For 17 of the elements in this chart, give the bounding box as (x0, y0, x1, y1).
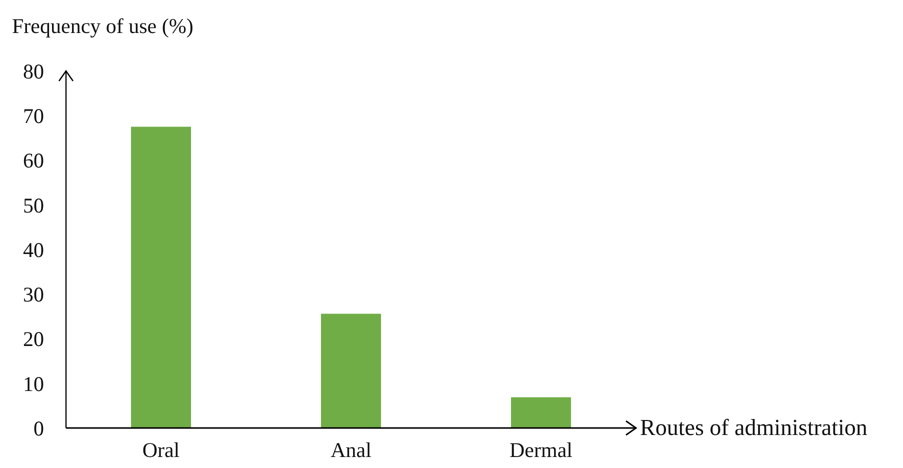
y-tick-label: 20 (23, 327, 44, 352)
y-axis-title: Frequency of use (%) (12, 14, 194, 38)
bar (321, 314, 381, 428)
y-tick-label: 60 (23, 148, 44, 173)
y-tick-label: 30 (23, 282, 44, 307)
y-tick-label: 50 (23, 193, 44, 218)
y-tick-label: 70 (23, 104, 44, 128)
bar (511, 397, 571, 428)
y-tick-label: 80 (23, 59, 44, 84)
bar (131, 126, 191, 428)
y-tick-label: 40 (23, 238, 44, 262)
y-tick-label: 10 (23, 372, 44, 396)
x-axis-title: Routes of administration (640, 415, 868, 440)
x-tick-label: Dermal (510, 438, 573, 462)
x-tick-label: Oral (142, 438, 180, 462)
y-tick-label: 0 (34, 416, 44, 440)
x-tick-label: Anal (330, 438, 372, 462)
